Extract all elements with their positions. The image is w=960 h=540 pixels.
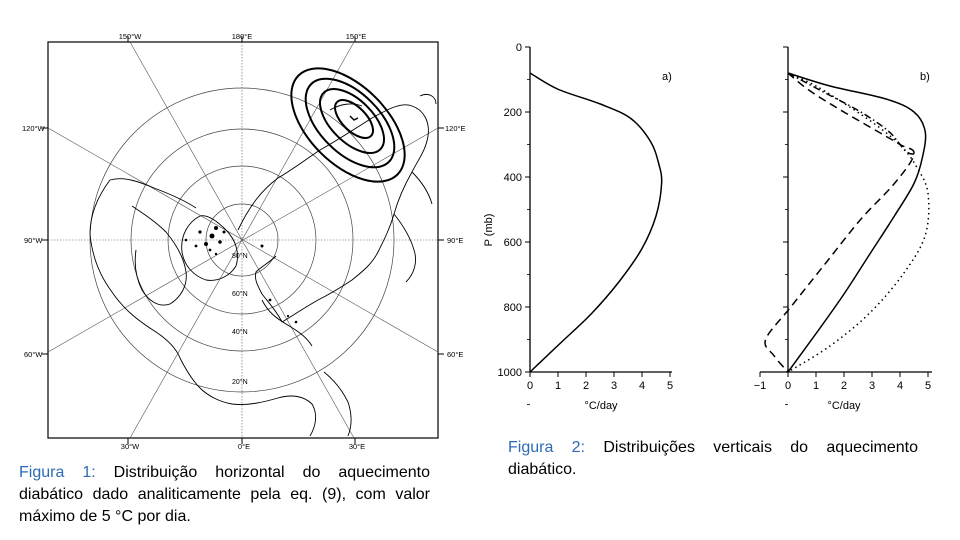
- meridian-label-0e: 0°E: [238, 442, 250, 451]
- panel-a-y-axis-label: P (mb): [483, 214, 495, 247]
- meridian-label-120e: 120°E: [445, 124, 466, 133]
- meridian-label-180e: 180°E: [232, 32, 253, 41]
- x-tick-label: 2: [841, 380, 847, 392]
- figure-1-label: Figura 1:: [19, 464, 96, 481]
- panel-b-y-ticks: [783, 46, 788, 405]
- coastlines: [89, 93, 437, 437]
- series-line-solid: [787, 72, 927, 373]
- series-line-dotted: [787, 72, 930, 373]
- polar-map: 150°W 180°E 150°E 30°W 0°E 30°E 120°W 90…: [22, 32, 466, 451]
- meridian-label-120w: 120°W: [22, 124, 46, 133]
- x-tick-label: 5: [667, 380, 673, 392]
- arctic-islands: [184, 226, 298, 324]
- x-tick-label: 1: [813, 380, 819, 392]
- meridian-lines: [47, 41, 439, 439]
- series-line-dashdot: [787, 72, 915, 155]
- x-tick-label: 1: [555, 380, 561, 392]
- meridian-label-60e: 60°E: [447, 350, 463, 359]
- y-tick-label: 400: [504, 172, 522, 184]
- x-tick-label: −1: [754, 380, 767, 392]
- meridian-label-30w: 30°W: [121, 442, 140, 451]
- meridian-label-150e: 150°E: [346, 32, 367, 41]
- x-tick-label: 5: [925, 380, 931, 392]
- panel-b-x-axis-label: °C/day: [827, 400, 861, 412]
- panel-a-y-ticks: 0 200 400 600 800 1000: [498, 42, 530, 405]
- y-tick-label: 1000: [498, 367, 522, 379]
- figure-2-label: Figura 2:: [508, 439, 586, 456]
- meridian-label-60w: 60°W: [24, 350, 43, 359]
- y-tick-label: 800: [504, 302, 522, 314]
- x-tick-label: 3: [611, 380, 617, 392]
- x-tick-label: 0: [785, 380, 791, 392]
- latitude-label-60n: 60°N: [232, 290, 248, 298]
- panel-b-x-ticks: −1 0 1 2 3 4 5: [754, 372, 931, 392]
- latitude-label-40n: 40°N: [232, 328, 248, 336]
- panel-a-x-axis-label: °C/day: [584, 400, 618, 412]
- figure-2-caption: Figura 2: Distribuições verticais do aqu…: [508, 437, 918, 481]
- y-tick-label: 200: [504, 107, 522, 119]
- meridian-label-90w: 90°W: [24, 236, 43, 245]
- latitude-label-20n: 20°N: [232, 378, 248, 386]
- y-tick-label: 0: [516, 42, 522, 54]
- series-line-dashed: [764, 72, 915, 373]
- x-tick-label: 0: [527, 380, 533, 392]
- panel-b-label: b): [920, 71, 930, 83]
- series-line-solid: [529, 72, 663, 373]
- panel-b-series: [764, 72, 930, 373]
- figure-1-caption: Figura 1: Distribuição horizontal do aqu…: [19, 462, 430, 528]
- meridian-label-90e: 90°E: [447, 236, 463, 245]
- panel-a-axes: [529, 47, 672, 373]
- figure-2-text: Distribuições verticais do aquecimento d…: [508, 439, 919, 478]
- latitude-label-80n: 80°N: [232, 252, 248, 260]
- y-tick-label: 600: [504, 237, 522, 249]
- x-tick-label: 3: [869, 380, 875, 392]
- x-tick-label: 4: [639, 380, 645, 392]
- panel-a-series: [529, 72, 663, 373]
- panel-a-label: a): [662, 71, 672, 83]
- panel-a-x-ticks: 0 1 2 3 4 5: [527, 372, 673, 392]
- meridian-label-30e: 30°E: [349, 442, 365, 451]
- meridian-label-150w: 150°W: [119, 32, 143, 41]
- heating-contours: [290, 67, 406, 183]
- x-tick-label: 4: [897, 380, 903, 392]
- figure-1-text: Distribuição horizontal do aquecimento d…: [19, 464, 430, 525]
- x-tick-label: 2: [583, 380, 589, 392]
- vertical-profiles-chart: 0 200 400 600 800 1000 0 1 2 3 4 5 a) P (mb) °C/da…: [483, 42, 932, 412]
